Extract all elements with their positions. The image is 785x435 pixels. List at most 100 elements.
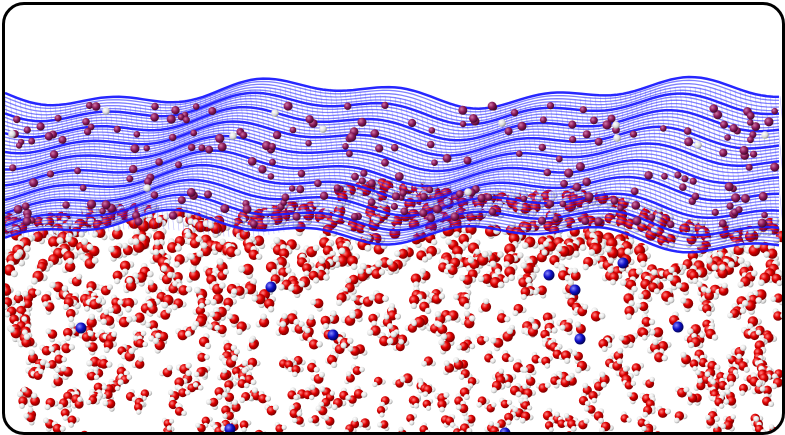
hydrogen-atom: [102, 384, 108, 390]
hydrogen-atom: [628, 300, 634, 306]
embedded-molecule: [731, 193, 740, 202]
hydrogen-atom: [366, 268, 372, 274]
hydrogen-atom: [379, 269, 385, 275]
hydrogen-atom: [508, 274, 515, 281]
hydrogen-atom: [185, 390, 191, 396]
embedded-molecule: [429, 127, 436, 134]
hydrogen-atom: [476, 402, 482, 408]
hydrogen-atom: [186, 363, 192, 369]
hydrogen-atom: [541, 249, 547, 255]
hydrogen-atom: [352, 417, 357, 422]
embedded-molecule: [644, 171, 653, 180]
hydrogen-atom: [191, 325, 197, 331]
hydrogen-atom: [453, 357, 459, 363]
hydrogen-atom: [390, 331, 397, 338]
hydrogen-atom: [634, 370, 640, 376]
embedded-molecule: [290, 127, 297, 134]
hydrogen-atom: [464, 303, 470, 309]
hydrogen-atom: [438, 339, 444, 345]
embedded-molecule: [368, 179, 376, 187]
hydrogen-atom: [439, 293, 445, 299]
embedded-molecule: [344, 103, 351, 110]
hydrogen-atom: [441, 333, 448, 340]
hydrogen-atom: [117, 299, 123, 305]
hydrogen-atom: [699, 332, 705, 338]
hydrogen-atom: [706, 311, 712, 317]
embedded-molecule: [347, 132, 356, 141]
hydrogen-atom: [409, 420, 414, 425]
hydrogen-atom: [610, 279, 616, 285]
embedded-molecule: [712, 209, 719, 216]
embedded-molecule: [667, 221, 675, 229]
hydrogen-atom: [769, 424, 774, 429]
hydrogen-atom: [454, 231, 460, 237]
embedded-molecule: [187, 188, 196, 197]
embedded-molecule: [14, 205, 23, 214]
embedded-molecule: [150, 113, 159, 122]
hydrogen-atom: [316, 341, 322, 347]
embedded-molecule: [720, 121, 728, 129]
hydrogen-atom: [76, 274, 82, 280]
hydrogen-atom: [57, 404, 63, 410]
hydrogen-atom: [525, 374, 531, 380]
hydrogen-atom: [310, 299, 316, 305]
embedded-molecule: [258, 165, 266, 173]
hydrogen-atom: [273, 405, 279, 411]
surface-atom: [143, 184, 151, 192]
hydrogen-atom: [599, 372, 605, 378]
hydrogen-atom: [431, 239, 437, 245]
hydrogen-atom: [256, 254, 262, 260]
embedded-molecule: [602, 120, 611, 129]
hydrogen-atom: [649, 377, 654, 382]
hydrogen-atom: [333, 256, 340, 263]
hydrogen-atom: [736, 354, 742, 360]
hydrogen-atom: [582, 383, 588, 389]
embedded-molecule: [381, 102, 388, 109]
hydrogen-atom: [456, 345, 462, 351]
hydrogen-atom: [483, 336, 489, 342]
hydrogen-atom: [313, 277, 319, 283]
hydrogen-atom: [92, 257, 99, 264]
embedded-molecule: [736, 206, 743, 213]
hydrogen-atom: [232, 400, 238, 406]
embedded-molecule: [568, 121, 576, 129]
embedded-molecule: [193, 103, 200, 110]
hydrogen-atom: [533, 266, 540, 273]
embedded-molecule: [750, 151, 757, 158]
embedded-molecule: [284, 102, 293, 111]
embedded-molecule: [273, 131, 281, 139]
embedded-molecule: [360, 170, 367, 177]
embedded-molecule: [560, 201, 567, 208]
hydrogen-atom: [60, 426, 66, 432]
hydrogen-atom: [503, 277, 509, 283]
embedded-molecule: [218, 142, 227, 151]
hydrogen-atom: [231, 288, 237, 294]
hydrogen-atom: [40, 359, 46, 365]
hydrogen-atom: [398, 339, 404, 345]
hydrogen-atom: [181, 410, 187, 416]
hydrogen-atom: [740, 345, 746, 351]
hydrogen-atom: [21, 316, 27, 322]
embedded-molecule: [544, 169, 552, 177]
hydrogen-atom: [551, 327, 557, 333]
surface-atom: [271, 109, 279, 117]
embedded-molecule: [660, 125, 667, 132]
hydrogen-atom: [126, 316, 133, 323]
embedded-molecule: [391, 144, 399, 152]
hydrogen-atom: [483, 298, 489, 304]
hydrogen-atom: [65, 335, 71, 341]
hydrogen-atom: [206, 399, 212, 405]
hydrogen-atom: [31, 278, 38, 285]
hydrogen-atom: [22, 291, 28, 297]
embedded-molecule: [747, 136, 754, 143]
embedded-molecule: [314, 180, 322, 188]
embedded-molecule: [427, 214, 435, 222]
embedded-molecule: [719, 219, 727, 227]
hydrogen-atom: [331, 362, 337, 368]
embedded-molecule: [188, 144, 195, 151]
hydrogen-atom: [571, 426, 577, 432]
embedded-molecule: [770, 163, 779, 172]
hydrogen-atom: [45, 404, 51, 410]
hydrogen-atom: [148, 280, 154, 286]
